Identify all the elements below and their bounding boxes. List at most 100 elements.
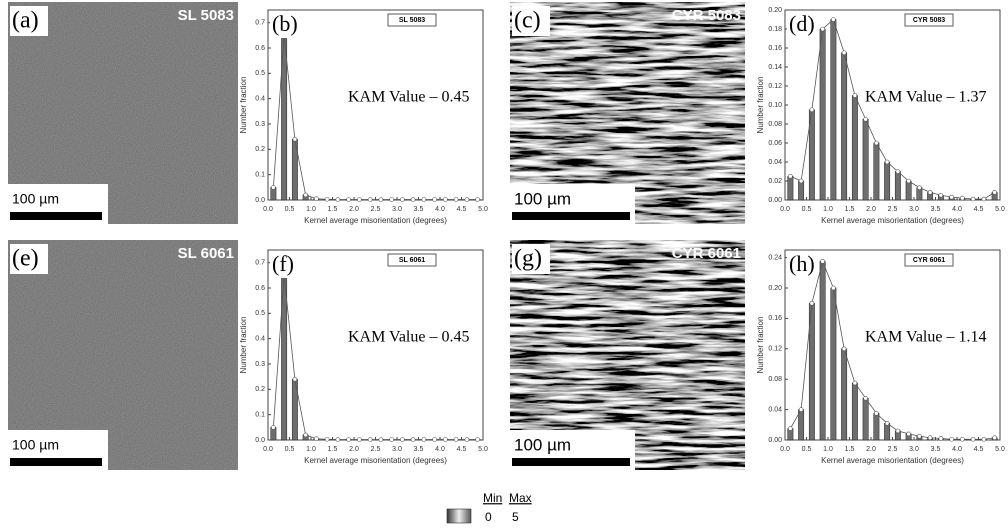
colorbar-tick: 0 — [485, 510, 492, 524]
panel-label-box — [10, 244, 48, 274]
panel-label-box — [270, 12, 300, 38]
x-tick-label: 4.0 — [952, 206, 962, 213]
y-tick-label: 0.4 — [255, 96, 265, 103]
fit-point — [335, 437, 341, 442]
fit-point — [895, 428, 901, 434]
panel-label-box — [787, 252, 817, 278]
legend-box — [387, 253, 437, 267]
x-tick-label: 2.5 — [888, 446, 898, 453]
fit-point — [303, 432, 308, 438]
x-tick-label: 3.0 — [909, 206, 919, 213]
fit-point — [400, 437, 405, 442]
y-tick-label: 0.3 — [255, 361, 265, 368]
fit-point — [820, 26, 825, 32]
colorbar-label: Min — [483, 491, 502, 505]
panel-label: (h) — [789, 251, 815, 276]
fit-point — [970, 436, 976, 442]
legend-box — [904, 13, 954, 27]
y-tick-label: 0.7 — [255, 260, 265, 267]
fit-point — [346, 197, 351, 202]
annotation: KAM Value – 1.14 — [865, 329, 986, 346]
y-tick-label: 0.5 — [255, 70, 265, 77]
bar — [787, 176, 794, 201]
y-tick-label: 0.00 — [768, 437, 782, 444]
micrograph-panel: (g) CYR 6061 100 µm — [510, 240, 745, 470]
fit-point — [303, 192, 308, 198]
fit-point — [960, 195, 965, 201]
micrograph-panel: (e) SL 6061 100 µm — [8, 240, 238, 470]
bar — [841, 348, 848, 441]
fit-point — [788, 426, 793, 431]
y-tick-label: 0.04 — [768, 159, 782, 166]
fit-point — [927, 435, 933, 441]
fit-point — [831, 17, 836, 22]
y-tick-label: 0.16 — [768, 315, 782, 322]
fit-point — [970, 196, 976, 202]
fit-point — [421, 437, 427, 442]
fit-point — [981, 196, 987, 202]
bar — [798, 409, 805, 441]
annotation: KAM Value – 0.45 — [348, 329, 469, 346]
x-tick-label: 5.0 — [478, 446, 488, 453]
fit-point — [949, 436, 954, 442]
fit-point — [432, 437, 437, 442]
fit-point — [314, 436, 319, 442]
x-tick-label: 0.5 — [802, 206, 812, 213]
x-tick-label: 1.5 — [845, 446, 855, 453]
y-tick-label: 0.16 — [768, 45, 782, 52]
panel-label: (e) — [12, 246, 39, 272]
fit-point — [475, 197, 480, 202]
fit-point — [292, 136, 298, 142]
x-tick-label: 0.0 — [263, 446, 273, 453]
fit-point — [475, 437, 480, 442]
x-tick-label: 3.0 — [392, 206, 402, 213]
panel-label-box — [512, 244, 550, 274]
y-tick-label: 0.24 — [768, 254, 782, 261]
fit-point — [884, 159, 890, 165]
fit-point — [906, 431, 911, 437]
panel-label-box — [512, 6, 550, 36]
panel-label: (f) — [272, 251, 294, 276]
fit-point — [992, 435, 997, 441]
fit-point — [852, 380, 858, 386]
x-tick-label: 5.0 — [478, 206, 488, 213]
fit-point — [421, 197, 427, 202]
scale-bar — [512, 458, 630, 466]
x-axis-label: Kernel average misorientation (degrees) — [304, 456, 447, 465]
x-tick-label: 3.0 — [909, 446, 919, 453]
x-tick-label: 2.0 — [349, 206, 359, 213]
bar — [894, 171, 901, 201]
fit-point — [809, 107, 815, 113]
fit-point — [841, 50, 847, 56]
bar — [830, 19, 837, 201]
colorbar-tick: 5 — [512, 510, 519, 524]
y-tick-label: 0.06 — [768, 140, 782, 147]
fit-point — [410, 437, 416, 442]
fit-point — [809, 300, 815, 306]
fit-point — [874, 140, 879, 146]
x-tick-label: 5.0 — [995, 206, 1005, 213]
y-tick-label: 0.02 — [768, 178, 782, 185]
colorbar — [446, 508, 472, 524]
fit-point — [831, 285, 836, 291]
fit-point — [324, 196, 330, 202]
legend-box — [904, 253, 954, 267]
x-tick-label: 3.5 — [931, 206, 941, 213]
y-tick-label: 0.7 — [255, 20, 265, 27]
x-tick-label: 0.5 — [802, 446, 812, 453]
bar — [841, 52, 848, 201]
x-axis-label: Kernel average misorientation (degrees) — [821, 216, 964, 225]
annotation: KAM Value – 1.37 — [865, 89, 986, 106]
x-tick-label: 4.0 — [435, 446, 445, 453]
fit-point — [271, 425, 276, 430]
x-tick-label: 1.5 — [328, 206, 338, 213]
y-tick-label: 0.1 — [255, 172, 265, 179]
bar — [873, 142, 880, 201]
x-tick-label: 0.0 — [780, 206, 790, 213]
bar — [862, 119, 869, 201]
x-tick-label: 1.0 — [823, 446, 833, 453]
scale-bar — [10, 212, 102, 220]
x-axis-label: Kernel average misorientation (degrees) — [304, 216, 447, 225]
x-axis-label: Kernel average misorientation (degrees) — [821, 456, 964, 465]
y-tick-label: 0.2 — [255, 386, 265, 393]
